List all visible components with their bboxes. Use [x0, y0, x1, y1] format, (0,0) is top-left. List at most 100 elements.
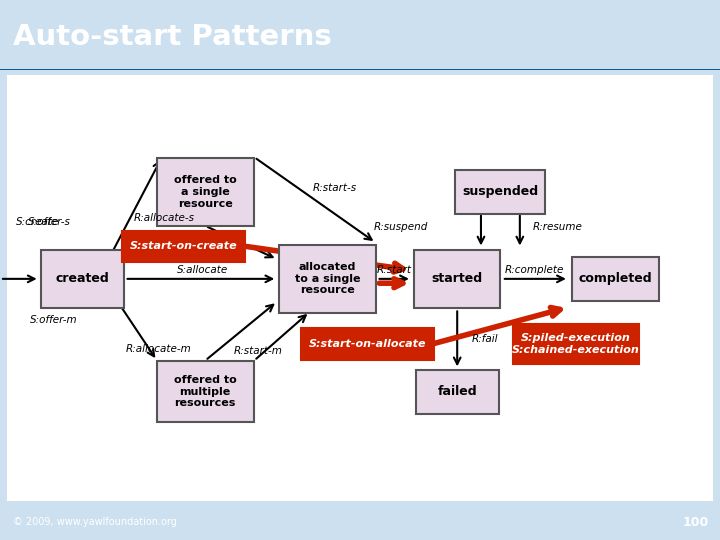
Text: failed: failed — [437, 386, 477, 399]
FancyBboxPatch shape — [416, 370, 498, 414]
Bar — [0, 69, 720, 70]
Bar — [0, 69, 720, 70]
Text: S:start-on-allocate: S:start-on-allocate — [308, 339, 426, 349]
Text: R:start: R:start — [377, 265, 411, 275]
FancyBboxPatch shape — [42, 249, 125, 308]
Bar — [0, 69, 720, 70]
Bar — [0, 69, 720, 70]
Bar — [0, 69, 720, 70]
Text: 100: 100 — [683, 516, 709, 529]
Bar — [0, 69, 720, 70]
Bar — [0, 69, 720, 70]
Bar — [0, 69, 720, 70]
Bar — [0, 69, 720, 70]
Bar — [0, 69, 720, 70]
Bar — [0, 69, 720, 70]
Text: allocated
to a single
resource: allocated to a single resource — [295, 262, 360, 295]
Bar — [0, 69, 720, 70]
FancyBboxPatch shape — [301, 328, 433, 360]
Bar — [0, 69, 720, 70]
FancyBboxPatch shape — [156, 361, 253, 422]
Text: © 2009, www.yawlfoundation.org: © 2009, www.yawlfoundation.org — [13, 517, 177, 528]
Bar — [0, 69, 720, 70]
Bar — [0, 69, 720, 70]
Bar — [0, 69, 720, 70]
Bar — [0, 69, 720, 70]
Bar — [0, 69, 720, 70]
Bar — [0, 69, 720, 70]
Bar — [0, 69, 720, 70]
Bar — [0, 69, 720, 70]
Text: offered to
multiple
resources: offered to multiple resources — [174, 375, 237, 408]
Bar — [0, 69, 720, 70]
Bar — [0, 69, 720, 70]
Bar — [0, 69, 720, 70]
Bar — [0, 69, 720, 70]
Bar — [0, 69, 720, 70]
Text: created: created — [56, 272, 109, 285]
Bar — [0, 69, 720, 70]
Bar — [0, 69, 720, 70]
FancyBboxPatch shape — [122, 231, 245, 262]
Bar — [0, 69, 720, 70]
Bar — [0, 69, 720, 70]
Bar — [0, 69, 720, 70]
Bar — [0, 69, 720, 70]
Text: R:allocate-m: R:allocate-m — [126, 345, 192, 354]
Bar — [0, 69, 720, 70]
Bar — [0, 69, 720, 70]
Text: S:offer-m: S:offer-m — [30, 315, 78, 325]
Bar — [0, 69, 720, 70]
Text: R:resume: R:resume — [533, 222, 582, 232]
Text: S:offer-s: S:offer-s — [27, 217, 71, 227]
Bar — [0, 69, 720, 70]
Bar — [0, 69, 720, 70]
Text: S:create: S:create — [16, 217, 59, 227]
Bar — [0, 69, 720, 70]
FancyBboxPatch shape — [572, 257, 659, 301]
Text: R:allocate-s: R:allocate-s — [133, 213, 194, 223]
Text: started: started — [431, 272, 483, 285]
Bar — [0, 69, 720, 70]
Bar — [0, 69, 720, 70]
Text: R:complete: R:complete — [505, 265, 564, 275]
Bar — [0, 69, 720, 70]
Bar — [0, 69, 720, 70]
Bar — [0, 69, 720, 70]
Bar — [0, 69, 720, 70]
FancyBboxPatch shape — [513, 325, 639, 363]
Bar — [0, 69, 720, 70]
Bar — [0, 69, 720, 70]
Bar — [0, 69, 720, 70]
Text: R:fail: R:fail — [472, 334, 498, 344]
Text: S:allocate: S:allocate — [177, 265, 229, 275]
Text: completed: completed — [579, 272, 652, 285]
Bar — [0, 69, 720, 70]
Bar — [0, 69, 720, 70]
Bar — [0, 69, 720, 70]
Text: suspended: suspended — [462, 185, 539, 198]
Text: R:start-m: R:start-m — [233, 346, 282, 355]
Bar — [0, 69, 720, 70]
FancyBboxPatch shape — [414, 249, 500, 308]
Bar — [0, 69, 720, 70]
Bar — [0, 69, 720, 70]
FancyBboxPatch shape — [7, 75, 713, 501]
Bar — [0, 69, 720, 70]
Bar — [0, 69, 720, 70]
Bar — [0, 69, 720, 70]
FancyBboxPatch shape — [279, 245, 376, 313]
Bar — [0, 69, 720, 70]
Bar — [0, 69, 720, 70]
Bar — [0, 69, 720, 70]
Bar — [0, 69, 720, 70]
Bar — [0, 69, 720, 70]
Text: offered to
a single
resource: offered to a single resource — [174, 176, 237, 208]
Bar — [0, 69, 720, 70]
Text: R:suspend: R:suspend — [373, 222, 428, 232]
Bar — [0, 69, 720, 70]
Bar — [0, 69, 720, 70]
Bar — [0, 69, 720, 70]
Bar — [0, 69, 720, 70]
FancyBboxPatch shape — [455, 170, 546, 214]
